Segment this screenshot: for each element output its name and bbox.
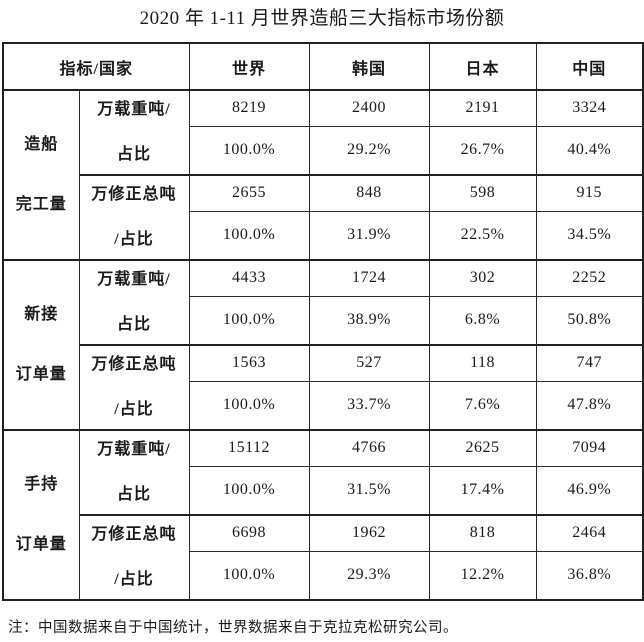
table-row: 100.0% 38.9% 6.8% 50.8% — [3, 295, 644, 346]
value-cell: 7094 — [535, 429, 644, 467]
share-cell: 100.0% — [188, 125, 310, 176]
share-cell: 100.0% — [188, 295, 310, 346]
source-note: 注：中国数据来自于中国统计，世界数据来自于克拉克松研究公司。 — [8, 620, 458, 636]
value-cell: 747 — [535, 344, 644, 382]
metric-label-dwt: 万载重吨/ 占比 — [78, 429, 190, 516]
value-cell: 2252 — [535, 259, 644, 297]
share-cell: 100.0% — [188, 210, 310, 261]
share-cell: 34.5% — [535, 210, 644, 261]
value-cell: 4433 — [188, 259, 310, 297]
value-cell: 302 — [428, 259, 537, 297]
share-cell: 17.4% — [428, 465, 537, 516]
value-cell: 2400 — [308, 89, 430, 127]
value-cell: 2464 — [535, 514, 644, 552]
value-cell: 598 — [428, 174, 537, 212]
value-cell: 6698 — [188, 514, 310, 552]
share-cell: 26.7% — [428, 125, 537, 176]
metric-label-cgt: 万修正总吨 /占比 — [78, 174, 190, 261]
value-cell: 3324 — [535, 89, 644, 127]
group-label-order-backlog: 手持 订单量 — [2, 429, 80, 601]
header-col-korea: 韩国 — [308, 42, 430, 91]
share-cell: 36.8% — [535, 550, 644, 601]
table-row: 造船 完工量 万载重吨/ 占比 8219 2400 2191 3324 — [2, 89, 644, 261]
header-col-china: 中国 — [535, 42, 644, 91]
value-cell: 2191 — [428, 89, 537, 127]
share-cell: 29.3% — [308, 550, 430, 601]
metric-label-dwt: 万载重吨/ 占比 — [78, 89, 190, 176]
metric-label-cgt: 万修正总吨 /占比 — [78, 344, 190, 431]
value-cell: 118 — [428, 344, 537, 382]
value-cell: 1563 — [188, 344, 310, 382]
header-row: 指标/国家 世界 韩国 日本 中国 — [2, 42, 644, 91]
value-cell: 4766 — [308, 429, 430, 467]
table-row: 万修正总吨 /占比 6698 1962 818 2464 — [3, 514, 644, 601]
value-cell: 527 — [308, 344, 430, 382]
value-cell: 1724 — [308, 259, 430, 297]
metric-label-cgt: 万修正总吨 /占比 — [78, 514, 190, 601]
table-row: 100.0% 31.9% 22.5% 34.5% — [3, 210, 644, 261]
share-cell: 31.9% — [308, 210, 430, 261]
value-cell: 915 — [535, 174, 644, 212]
share-cell: 33.7% — [308, 380, 430, 431]
table-row: 100.0% 29.3% 12.2% 36.8% — [3, 550, 644, 601]
header-col-world: 世界 — [188, 42, 310, 91]
value-cell: 15112 — [188, 429, 310, 467]
market-share-table: 指标/国家 世界 韩国 日本 中国 造船 完工量 万载重吨/ 占比 8219 2… — [2, 42, 644, 601]
group-label-completions: 造船 完工量 — [2, 89, 80, 261]
share-cell: 22.5% — [428, 210, 537, 261]
table-row: 万修正总吨 /占比 2655 848 598 915 — [3, 174, 644, 261]
share-cell: 7.6% — [428, 380, 537, 431]
share-cell: 40.4% — [535, 125, 644, 176]
group-label-new-orders: 新接 订单量 — [2, 259, 80, 431]
table-row: 100.0% 31.5% 17.4% 46.9% — [3, 465, 644, 516]
table-row: 万修正总吨 /占比 1563 527 118 747 — [3, 344, 644, 431]
table-row: 手持 订单量 万载重吨/ 占比 15112 4766 2625 7094 — [2, 429, 644, 601]
metric-label-dwt: 万载重吨/ 占比 — [78, 259, 190, 346]
share-cell: 31.5% — [308, 465, 430, 516]
share-cell: 47.8% — [535, 380, 644, 431]
share-cell: 38.9% — [308, 295, 430, 346]
value-cell: 818 — [428, 514, 537, 552]
table-row: 100.0% 29.2% 26.7% 40.4% — [3, 125, 644, 176]
table-row: 新接 订单量 万载重吨/ 占比 4433 1724 302 2252 — [2, 259, 644, 431]
value-cell: 2655 — [188, 174, 310, 212]
value-cell: 2625 — [428, 429, 537, 467]
value-cell: 848 — [308, 174, 430, 212]
share-cell: 100.0% — [188, 465, 310, 516]
share-cell: 12.2% — [428, 550, 537, 601]
share-cell: 46.9% — [535, 465, 644, 516]
header-col-japan: 日本 — [428, 42, 537, 91]
share-cell: 6.8% — [428, 295, 537, 346]
share-cell: 100.0% — [188, 380, 310, 431]
page-title: 2020 年 1-11 月世界造船三大指标市场份额 — [139, 8, 505, 29]
value-cell: 8219 — [188, 89, 310, 127]
header-indicator-country: 指标/国家 — [2, 42, 190, 91]
table-row: 100.0% 33.7% 7.6% 47.8% — [3, 380, 644, 431]
value-cell: 1962 — [308, 514, 430, 552]
share-cell: 50.8% — [535, 295, 644, 346]
share-cell: 100.0% — [188, 550, 310, 601]
share-cell: 29.2% — [308, 125, 430, 176]
